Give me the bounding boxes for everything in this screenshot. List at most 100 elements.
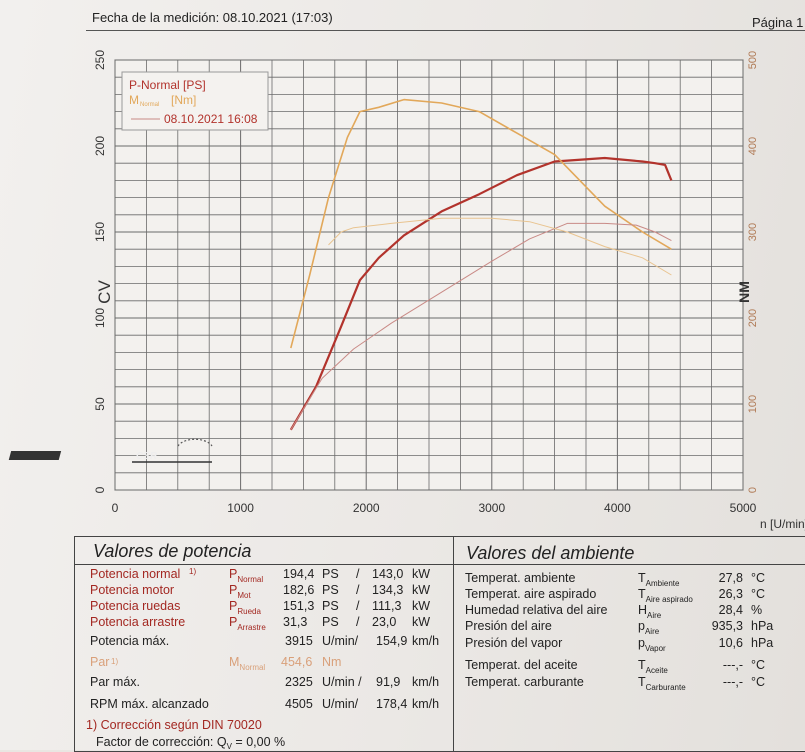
csr-logo: CSR [8, 438, 213, 463]
power-row-label: Potencia ruedas [90, 599, 181, 613]
formula-symbol: TCarburante [638, 675, 686, 692]
ambient-unit: °C [751, 658, 766, 672]
power-row-label: Potencia arrastre [90, 615, 186, 629]
power-value-kw: 23,0 [372, 615, 397, 629]
power-unit-ps: PS [322, 567, 339, 581]
max-rpm-speed-unit: km/h [412, 697, 440, 711]
power-value-ps: 151,3 [283, 599, 315, 613]
power-unit-kw: kW [412, 615, 431, 629]
y-right-tick-label: 400 [747, 137, 759, 155]
power-value-ps: 182,6 [283, 583, 315, 597]
formula-symbol: pVapor [638, 636, 666, 653]
torque-label: Par [90, 655, 110, 669]
symbol-subscript: Aire aspirado [645, 595, 693, 604]
power-value-ps: 194,4 [283, 567, 315, 581]
y-right-tick-label: 0 [747, 487, 759, 493]
measurement-date: Fecha de la medición: 08.10.2021 (17:03) [92, 10, 333, 25]
power-unit-ps: PS [322, 583, 339, 597]
ambient-row-label: Humedad relativa del aire [465, 603, 608, 617]
ambient-value: 26,3 [718, 587, 743, 601]
symbol-letter: H [638, 603, 648, 617]
series-power-reference [290, 222, 672, 431]
symbol-subscript: Aire [647, 611, 662, 620]
symbol-subscript: Vapor [644, 644, 666, 653]
y-left-tick-label: 200 [93, 136, 107, 156]
max-power-speed-unit: km/h [412, 634, 440, 648]
formula-symbol: TAire aspirado [638, 587, 693, 604]
din-footnote: 1) Corrección según DIN 70020 [86, 718, 262, 732]
formula-symbol: PRueda [229, 599, 261, 616]
symbol-subscript: Carburante [645, 683, 686, 692]
legend-box [121, 71, 269, 131]
ambient-unit: hPa [751, 636, 774, 650]
ambient-unit: °C [751, 571, 766, 585]
y-left-tick-label: 0 [93, 486, 107, 493]
legend-ref: 08.10.2021 16:08 [164, 112, 258, 126]
symbol-subscript: Aceite [645, 666, 668, 675]
ambient-row-label: Temperat. aire aspirado [465, 587, 597, 601]
symbol-subscript: Normal [237, 575, 264, 584]
series-torque-normal [290, 98, 672, 349]
power-value-kw: 111,3 [372, 599, 402, 613]
ambient-row-label: Temperat. del aceite [465, 658, 578, 672]
ambient-value: 935,3 [711, 619, 743, 633]
y-right-tick-label: 100 [747, 395, 759, 413]
max-power-speed: 154,9 [376, 634, 408, 648]
x-tick-label: 3000 [478, 501, 505, 515]
footnote-mark: 1) [111, 657, 119, 666]
chart-series [289, 98, 673, 431]
formula-symbol: pAire [638, 619, 660, 636]
series-power-normal [289, 156, 673, 431]
symbol-subscript: Normal [239, 663, 266, 672]
unit-separator: / [356, 615, 360, 629]
x-tick-label: 4000 [604, 501, 631, 515]
formula-symbol: PMot [229, 583, 251, 600]
symbol-letter: p [638, 619, 645, 633]
y-left-tick-label: 100 [93, 308, 107, 328]
footnote-mark: 1) [189, 567, 197, 576]
max-torque-speed: 91,9 [376, 675, 401, 689]
chart-legend: P-Normal [PS] M Normal [Nm] 08.10.2021 1… [121, 71, 269, 131]
symbol-letter: T [638, 571, 646, 585]
correction-label: Factor de corrección: Q [96, 735, 227, 749]
power-unit-kw: kW [412, 567, 431, 581]
ambient-row-label: Temperat. carburante [465, 675, 584, 689]
max-rpm-rpm-unit: U/min/ [322, 697, 359, 711]
symbol-letter: P [229, 583, 238, 597]
symbol-subscript: Rueda [237, 607, 261, 616]
formula-symbol: HAire [638, 603, 662, 620]
series-torque-reference [328, 217, 672, 276]
power-value-kw: 134,3 [372, 583, 404, 597]
max-power-label: Potencia máx. [90, 634, 170, 648]
unit-separator: / [356, 583, 360, 597]
formula-symbol: TAceite [638, 658, 668, 675]
ambient-value: 27,8 [718, 571, 743, 585]
torque-unit: Nm [322, 655, 342, 669]
max-power-rpm-unit: U/min/ [322, 634, 359, 648]
x-tick-label: 2000 [353, 501, 380, 515]
symbol-letter: P [229, 567, 238, 581]
power-unit-ps: PS [322, 615, 339, 629]
ambient-row-label: Presión del aire [465, 619, 552, 633]
legend-power: P-Normal [PS] [129, 78, 206, 92]
power-row-label: Potencia normal [90, 567, 181, 581]
y-right-tick-label: 200 [747, 309, 759, 327]
symbol-subscript: Aire [644, 627, 660, 636]
y-left-tick-label: 150 [93, 222, 107, 242]
ambient-title: Valores del ambiente [466, 543, 635, 563]
legend-torque-unit: [Nm] [171, 93, 196, 107]
legend-torque-sym: M [129, 93, 139, 107]
power-title: Valores de potencia [93, 541, 252, 561]
max-torque-label: Par máx. [90, 675, 141, 689]
max-power-rpm: 3915 [285, 634, 313, 648]
correction-value: = 0,00 % [231, 735, 286, 749]
max-torque-speed-unit: km/h [412, 675, 440, 689]
ambient-row-label: Presión del vapor [465, 636, 563, 650]
ambient-unit: °C [751, 587, 766, 601]
max-torque-rpm-unit: U/min / [322, 675, 362, 689]
legend-torque-sub: Normal [140, 102, 159, 108]
max-torque-rpm: 2325 [285, 675, 313, 689]
max-rpm-label: RPM máx. alcanzado [90, 697, 209, 711]
max-rpm-rpm: 4505 [285, 697, 313, 711]
x-tick-label: 0 [112, 501, 119, 515]
